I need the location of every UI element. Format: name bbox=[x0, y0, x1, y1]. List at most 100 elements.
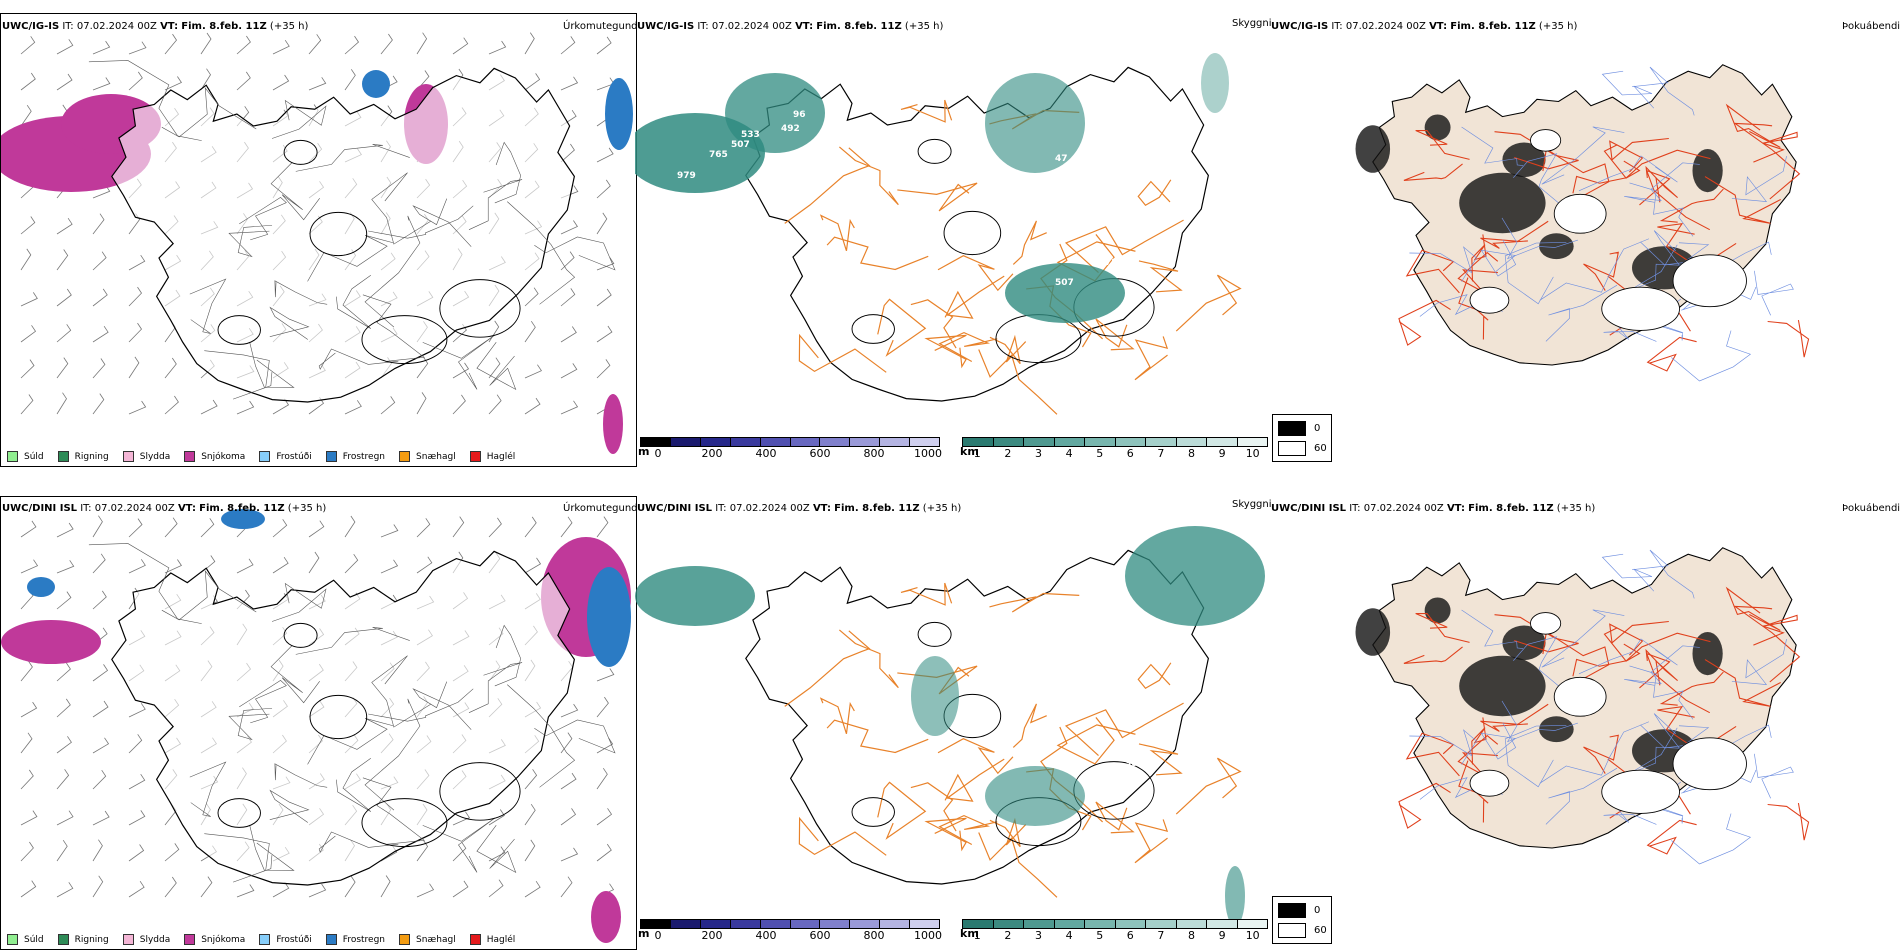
wind-barb bbox=[560, 703, 579, 718]
wind-barb bbox=[596, 737, 614, 754]
legend-item: Frostregn bbox=[325, 451, 385, 462]
colorbar-cell bbox=[760, 438, 791, 446]
colorbar-cell bbox=[880, 438, 911, 446]
header-row2-precip: UWC/DINI ISL IT: 07.02.2024 00Z VT: Fim.… bbox=[2, 503, 327, 514]
colorbar-tick: 800 bbox=[863, 447, 885, 460]
road-line bbox=[1415, 612, 1470, 643]
wind-barb bbox=[164, 843, 180, 862]
wind-barb bbox=[128, 286, 143, 307]
wind-barb bbox=[20, 810, 38, 826]
road-line bbox=[897, 182, 978, 212]
road-line bbox=[362, 777, 425, 845]
wind-barb bbox=[596, 179, 611, 199]
road-line bbox=[1632, 66, 1695, 116]
road-line bbox=[1632, 549, 1695, 599]
glacier-outline bbox=[1553, 676, 1607, 717]
colorbar-cell bbox=[1237, 438, 1267, 446]
precip-map-row1 bbox=[1, 32, 633, 454]
cloud-base-label: 251 bbox=[962, 715, 981, 725]
colorbar-cell bbox=[641, 438, 671, 446]
road-line bbox=[1480, 722, 1517, 760]
wind-barb bbox=[164, 33, 177, 55]
wind-barb bbox=[92, 737, 110, 754]
wind-barb bbox=[92, 77, 111, 91]
wind-barb bbox=[56, 392, 67, 415]
wind-barb bbox=[128, 810, 146, 826]
wind-barb bbox=[56, 217, 73, 235]
wind-barb bbox=[236, 884, 255, 898]
road-line bbox=[937, 738, 1014, 775]
road-line bbox=[1138, 260, 1183, 293]
road-line bbox=[1545, 284, 1618, 342]
road-line bbox=[1653, 713, 1710, 749]
wind-barb bbox=[596, 257, 615, 271]
road-line bbox=[1539, 721, 1650, 784]
road-line bbox=[494, 141, 521, 204]
fog-legend-swatch bbox=[1278, 923, 1306, 938]
road-line bbox=[295, 144, 410, 172]
road-line bbox=[1731, 156, 1787, 202]
road-line bbox=[1671, 330, 1752, 382]
wind-barb bbox=[488, 517, 502, 538]
road-line bbox=[368, 688, 474, 722]
road-line bbox=[1504, 241, 1567, 305]
wind-barb bbox=[56, 698, 71, 718]
colorbar-cell bbox=[790, 920, 821, 928]
road-line bbox=[1409, 729, 1477, 765]
wind-barb bbox=[236, 71, 251, 91]
cloud-base-label: 492 bbox=[781, 124, 800, 134]
wind-barb bbox=[128, 518, 143, 538]
cloud-base-label: 507 bbox=[731, 140, 750, 150]
road-line bbox=[368, 205, 474, 239]
glacier-outline bbox=[361, 315, 448, 365]
wind-barb bbox=[596, 808, 613, 826]
road-line bbox=[318, 348, 399, 370]
road-line bbox=[944, 758, 1005, 802]
road-line bbox=[937, 255, 1014, 292]
wind-barb bbox=[596, 767, 608, 790]
wind-barb bbox=[164, 395, 179, 415]
road-line bbox=[239, 680, 287, 724]
colorbar-tick: 6 bbox=[1126, 447, 1134, 460]
freezing-rain-area bbox=[605, 78, 633, 150]
fog-legend-value: 0 bbox=[1314, 905, 1321, 916]
road-line bbox=[534, 236, 616, 271]
wind-barb bbox=[596, 36, 612, 55]
legend-label: Súld bbox=[24, 934, 44, 945]
legend-item: Slydda bbox=[122, 934, 170, 945]
wind-barb bbox=[416, 392, 427, 415]
road-line bbox=[924, 334, 967, 369]
road-line bbox=[1134, 336, 1169, 381]
road-line bbox=[422, 334, 496, 390]
fog-legend-value: 60 bbox=[1314, 925, 1327, 936]
cloud-area bbox=[985, 73, 1085, 173]
road-line bbox=[1578, 155, 1678, 192]
legend-swatch bbox=[7, 934, 18, 945]
cloud-base-label: 85 bbox=[972, 685, 985, 695]
road-line bbox=[826, 236, 929, 271]
wind-barb bbox=[56, 288, 72, 307]
road-line bbox=[1398, 299, 1451, 346]
colorbar-cell bbox=[1237, 920, 1267, 928]
wind-barb bbox=[308, 883, 327, 898]
colorbar-cell bbox=[730, 438, 761, 446]
fog-index-area bbox=[1692, 632, 1723, 676]
road-line bbox=[88, 543, 202, 624]
colorbar-tick: 200 bbox=[701, 447, 723, 460]
colorbar-cell bbox=[1024, 438, 1055, 446]
wind-barb bbox=[56, 560, 75, 574]
wind-barb bbox=[560, 772, 577, 790]
fog-index-area bbox=[1539, 233, 1574, 260]
wind-barb bbox=[308, 34, 322, 55]
fog-legend-value: 60 bbox=[1314, 443, 1327, 454]
wind-barb bbox=[596, 288, 612, 307]
wind-barb bbox=[308, 77, 327, 91]
glacier-outline bbox=[1553, 193, 1607, 234]
glacier-outline bbox=[917, 138, 952, 164]
road-line bbox=[1609, 620, 1669, 656]
fog-legend-swatch bbox=[1278, 441, 1306, 456]
legend-item: Haglél bbox=[469, 451, 515, 462]
road-line bbox=[364, 698, 421, 811]
fog-panel-row1 bbox=[1270, 13, 1900, 465]
